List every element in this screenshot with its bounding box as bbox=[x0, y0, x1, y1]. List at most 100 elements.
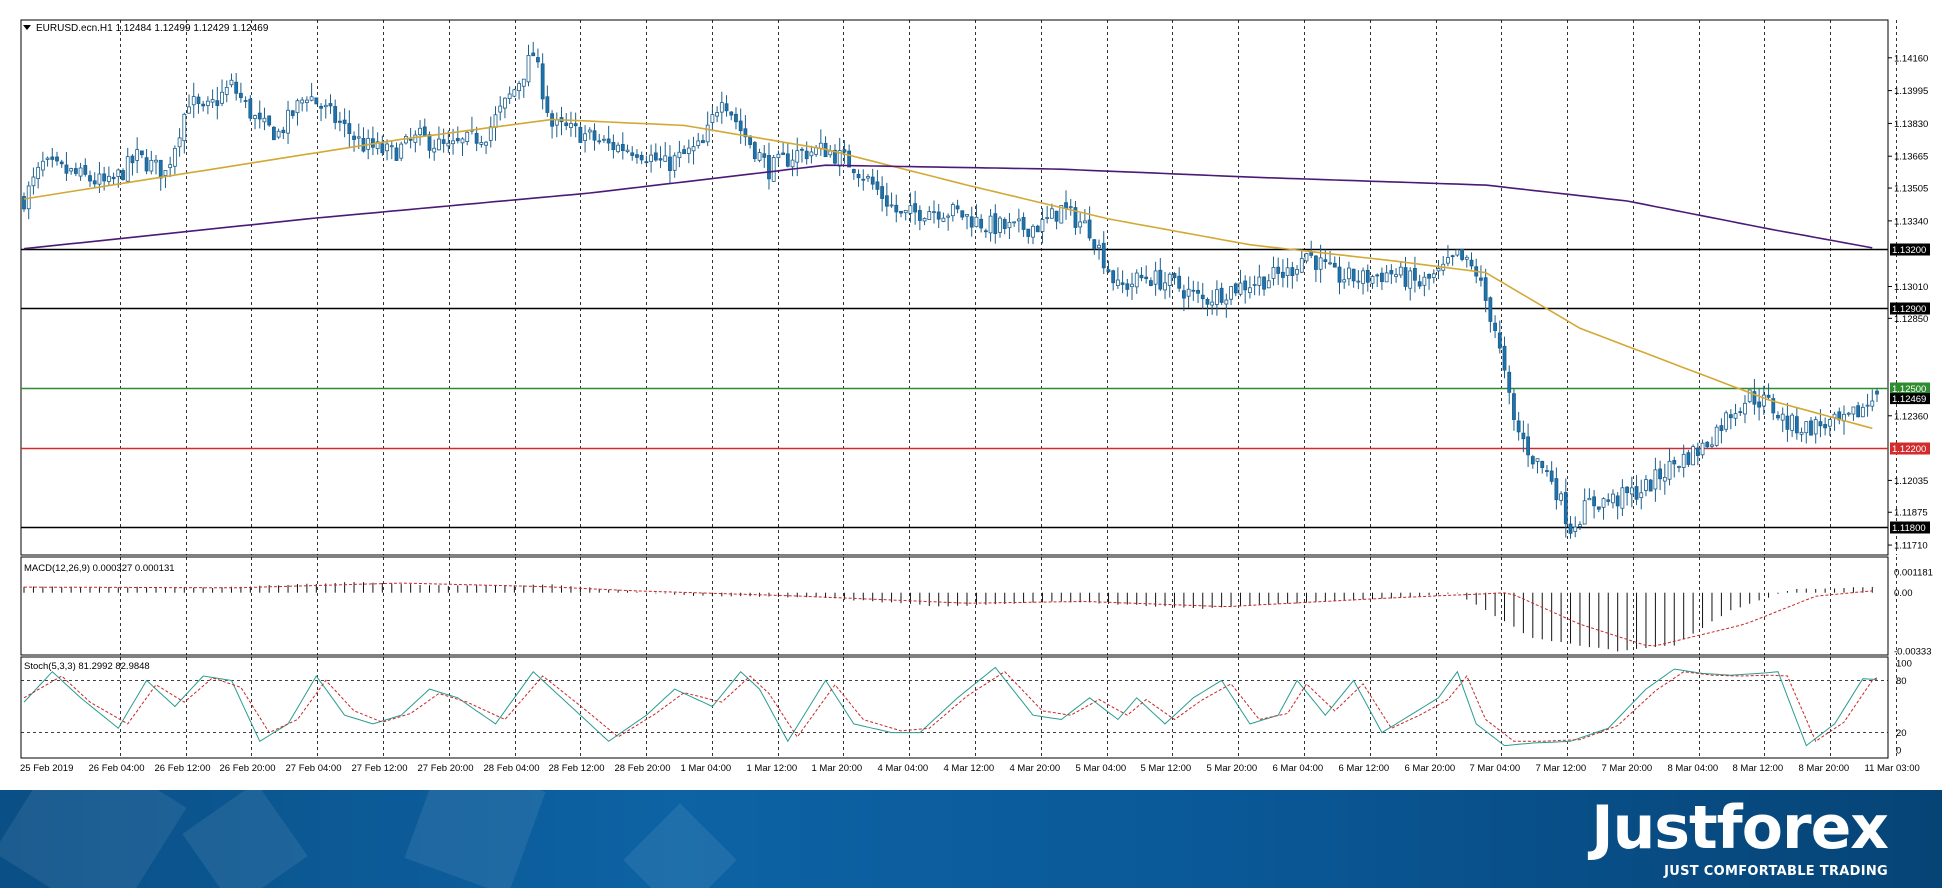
candle-body bbox=[974, 216, 979, 228]
candle-body bbox=[1337, 266, 1342, 283]
candle-body bbox=[998, 217, 1002, 233]
candle-body bbox=[1224, 299, 1229, 305]
candle-body bbox=[800, 148, 804, 151]
candle-body bbox=[1068, 206, 1073, 209]
candle-body bbox=[1488, 297, 1493, 322]
candle-body bbox=[1644, 479, 1648, 491]
candle-body bbox=[1516, 420, 1521, 433]
candle-body bbox=[644, 161, 649, 164]
y-tick-label: 1.13505 bbox=[1894, 184, 1928, 195]
candle-body bbox=[1865, 404, 1870, 407]
stoch-panel-frame bbox=[20, 656, 1889, 759]
candle-body bbox=[1545, 470, 1549, 472]
candle-body bbox=[1540, 460, 1545, 468]
x-tick-label: 26 Feb 20:00 bbox=[220, 763, 276, 774]
candle-body bbox=[427, 134, 432, 151]
candle-body bbox=[1530, 456, 1535, 465]
candle-body bbox=[1799, 431, 1804, 435]
candle-body bbox=[611, 142, 616, 151]
candle-body bbox=[1710, 444, 1714, 447]
candle-body bbox=[1436, 268, 1441, 272]
candle-body bbox=[323, 104, 328, 108]
candle-body bbox=[413, 134, 418, 143]
candle-body bbox=[1238, 282, 1243, 295]
trading-chart[interactable]: 25 Feb 2019 26 Feb 04:00 26 Feb 12:00 26 Fe… bbox=[0, 0, 1942, 790]
candle-body bbox=[1738, 411, 1743, 413]
candle-body bbox=[1120, 282, 1125, 285]
price-level-label: 1.12900 bbox=[1892, 304, 1926, 315]
candle-body bbox=[394, 147, 399, 161]
candle-body bbox=[1087, 219, 1092, 239]
candle-body bbox=[776, 153, 781, 159]
x-tick-label: 26 Feb 04:00 bbox=[89, 763, 145, 774]
candle-body bbox=[861, 178, 866, 181]
candle-body bbox=[795, 150, 800, 163]
candle-body bbox=[738, 120, 743, 132]
candle-body bbox=[1040, 219, 1045, 232]
candle-body bbox=[1776, 415, 1780, 419]
candle-body bbox=[1700, 442, 1705, 456]
candle-body bbox=[635, 154, 639, 158]
candle-body bbox=[121, 170, 125, 180]
moving-average-line bbox=[23, 164, 1873, 250]
candle-body bbox=[333, 106, 338, 123]
candle-body bbox=[724, 103, 729, 112]
candle-body bbox=[946, 215, 951, 218]
candle-body bbox=[988, 215, 993, 234]
y-tick-label: 1.13995 bbox=[1894, 86, 1928, 97]
candle-body bbox=[847, 150, 852, 168]
price-level-label: 1.12500 bbox=[1892, 384, 1926, 395]
price-level-tag bbox=[1890, 302, 1930, 315]
candle-body bbox=[1804, 421, 1809, 434]
candle-body bbox=[224, 86, 229, 95]
x-tick-label: 25 Feb 2019 bbox=[20, 763, 73, 774]
candle-body bbox=[1323, 259, 1328, 262]
candle-body bbox=[59, 161, 64, 165]
chart-menu-triangle-icon[interactable] bbox=[23, 25, 31, 30]
candle-body bbox=[1790, 414, 1795, 431]
candle-body bbox=[1606, 499, 1611, 502]
candle-body bbox=[248, 98, 253, 119]
candle-body bbox=[1846, 412, 1851, 415]
candle-body bbox=[649, 154, 653, 163]
candle-body bbox=[1625, 486, 1630, 494]
x-tick-label: 28 Feb 20:00 bbox=[615, 763, 671, 774]
candle-body bbox=[1809, 420, 1813, 436]
candle-body bbox=[1276, 266, 1281, 274]
candle-body bbox=[771, 157, 776, 182]
candle-body bbox=[215, 100, 220, 106]
x-tick-label: 7 Mar 04:00 bbox=[1470, 763, 1521, 774]
candle-body bbox=[1686, 452, 1691, 465]
candle-body bbox=[281, 129, 286, 134]
candle-body bbox=[503, 97, 507, 109]
macd-panel-frame bbox=[20, 556, 1889, 656]
candle-body bbox=[1172, 273, 1177, 279]
justforex-logo[interactable]: Justforex bbox=[1591, 793, 1889, 863]
price-panel[interactable] bbox=[21, 41, 1888, 539]
candle-body bbox=[767, 155, 771, 180]
candle-body bbox=[1422, 276, 1427, 286]
candle-body bbox=[531, 52, 536, 57]
candle-body bbox=[106, 175, 111, 182]
candle-body bbox=[536, 57, 540, 63]
x-tick-label: 6 Mar 12:00 bbox=[1339, 763, 1390, 774]
candle-body bbox=[785, 153, 790, 167]
candle-body bbox=[139, 150, 144, 156]
stoch-y-tick-label: 0 bbox=[1896, 746, 1901, 757]
candle-body bbox=[833, 149, 837, 164]
candle-body bbox=[78, 167, 83, 177]
candle-body bbox=[851, 169, 856, 174]
candle-body bbox=[210, 99, 215, 103]
candle-body bbox=[295, 100, 300, 114]
candle-body bbox=[1427, 273, 1431, 279]
candle-body bbox=[50, 156, 55, 160]
stoch-y-tick-label: 20 bbox=[1896, 728, 1907, 739]
brand-banner: Justforex JUST COMFORTABLE TRADING bbox=[0, 790, 1942, 888]
candle-body bbox=[719, 102, 724, 113]
candle-body bbox=[163, 170, 168, 176]
candle-body bbox=[1012, 221, 1017, 224]
y-tick-label: 1.12850 bbox=[1894, 314, 1928, 325]
macd-signal-line bbox=[24, 582, 1873, 647]
candle-body bbox=[73, 168, 78, 174]
x-tick-label: 28 Feb 04:00 bbox=[484, 763, 540, 774]
